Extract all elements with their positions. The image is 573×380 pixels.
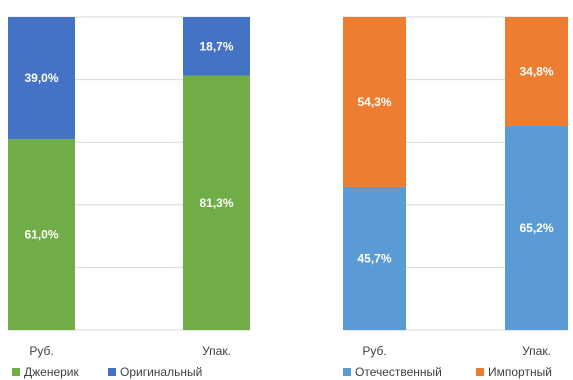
data-label: 34,8% <box>519 64 553 78</box>
legend-swatch <box>12 368 20 376</box>
legend-swatch <box>343 368 351 376</box>
data-label: 45,7% <box>357 251 391 265</box>
category-label: Руб. <box>362 344 386 358</box>
bar-segment-2 <box>183 17 250 76</box>
data-label: 39,0% <box>24 71 58 85</box>
legend-label: Импортный <box>488 365 552 379</box>
category-label: Упак. <box>202 344 231 358</box>
data-label: 18,7% <box>199 39 233 53</box>
data-label: 65,2% <box>519 221 553 235</box>
legend-label: Дженерик <box>24 365 80 379</box>
data-label: 54,3% <box>357 95 391 109</box>
legend-label: Оригинальный <box>120 365 202 379</box>
bar-segment-1 <box>505 125 568 330</box>
bar-segment-1 <box>343 186 406 330</box>
bar-segment-1 <box>8 139 75 330</box>
bar-segment-2 <box>505 17 568 126</box>
legend-swatch <box>476 368 484 376</box>
chart-1: 61,0% 39,0% Руб. 81,3% 18,7% Упак. Дженерик Ори… <box>8 16 250 379</box>
data-label: 61,0% <box>24 228 58 242</box>
category-label: Руб. <box>29 344 53 358</box>
bar-segment-2 <box>8 17 75 140</box>
data-label: 81,3% <box>199 196 233 210</box>
bar-segment-1 <box>183 75 250 330</box>
legend-swatch <box>108 368 116 376</box>
category-label: Упак. <box>522 344 551 358</box>
chart-2: 45,7% 54,3% Руб. 65,2% 34,8% Упак. Отечественн… <box>343 16 568 379</box>
legend-label: Отечественный <box>355 365 442 379</box>
bar-segment-2 <box>343 17 406 187</box>
